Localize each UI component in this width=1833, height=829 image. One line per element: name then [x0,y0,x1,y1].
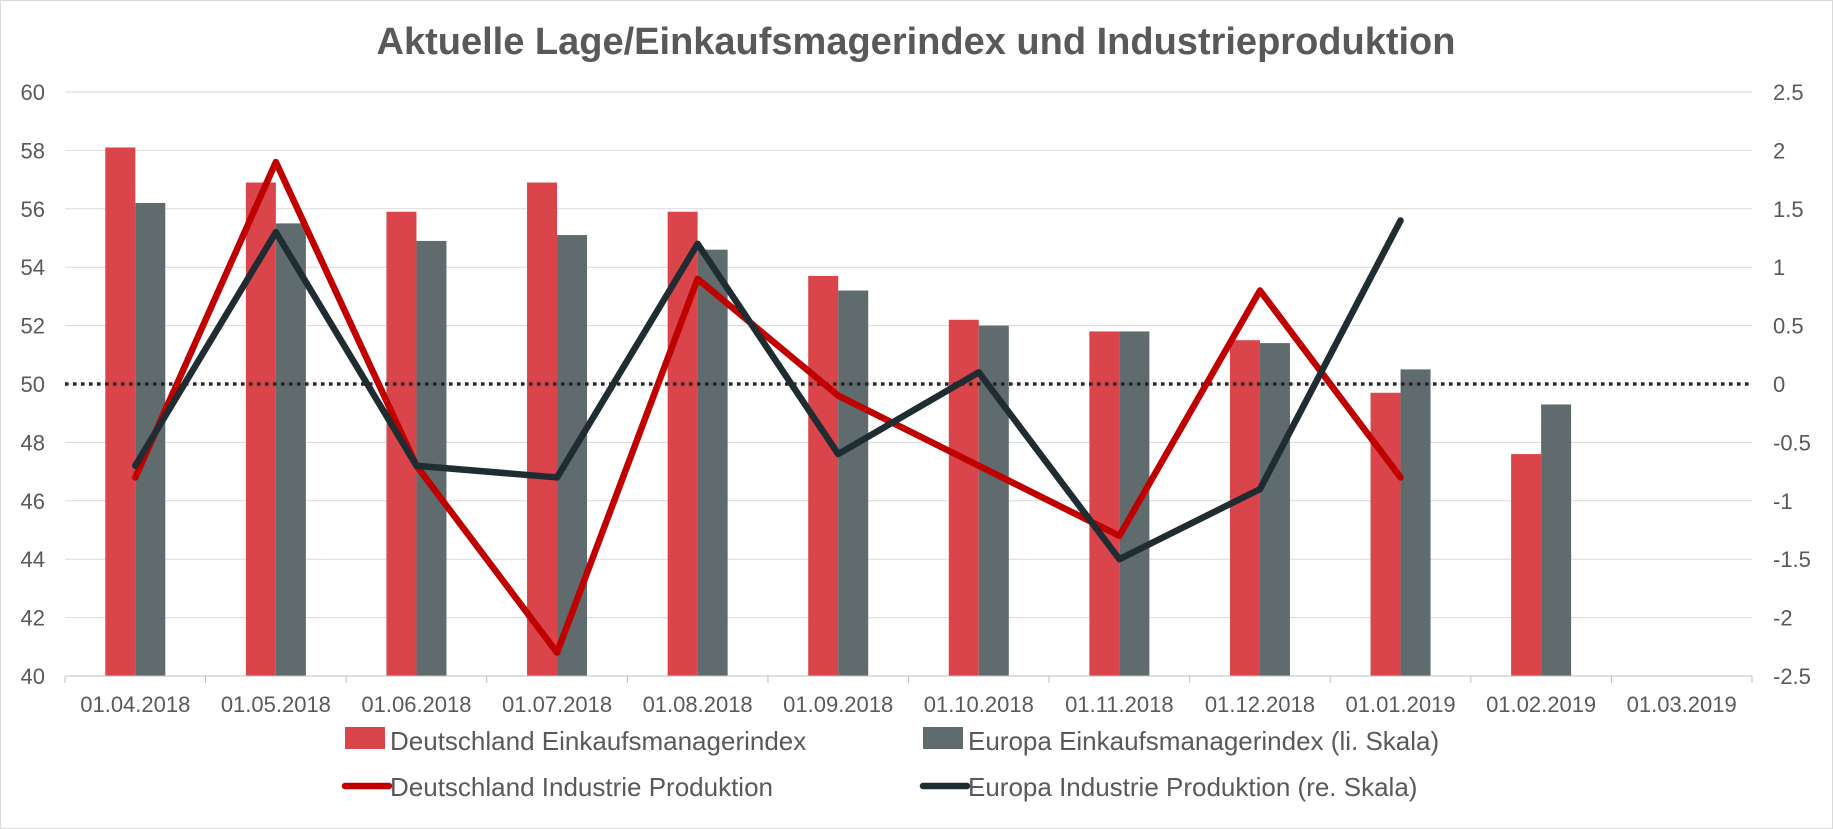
bar [105,147,136,677]
legend-label: Europa Industrie Produktion (re. Skala) [968,772,1417,802]
x-tick-label: 01.08.2018 [643,692,753,717]
x-tick-label: 01.06.2018 [361,692,471,717]
bar [1370,392,1401,676]
y-left-tick-label: 50 [21,372,45,397]
legend-swatch [923,727,963,749]
bar [838,290,869,676]
y-right-tick-label: -2 [1773,606,1793,631]
x-tick-label: 01.07.2018 [502,692,612,717]
x-tick-label: 01.03.2019 [1627,692,1737,717]
y-right-tick-label: -0.5 [1773,430,1811,455]
y-right-tick-label: 0.5 [1773,314,1804,339]
bar [275,223,306,676]
x-tick-label: 01.11.2018 [1065,692,1173,717]
y-left-tick-label: 46 [21,489,45,514]
y-right-tick-label: -1.5 [1773,547,1811,572]
y-left-tick-label: 60 [21,80,45,105]
y-right-tick-label: 2 [1773,138,1785,163]
y-left-tick-label: 54 [21,255,45,280]
y-right-tick-label: 2.5 [1773,80,1804,105]
x-tick-label: 01.10.2018 [924,692,1034,717]
legend-label: Europa Einkaufsmanagerindex (li. Skala) [968,726,1439,756]
y-right-tick-label: -2.5 [1773,664,1811,689]
x-tick-label: 01.09.2018 [783,692,893,717]
y-right-tick-label: 1.5 [1773,197,1804,222]
y-left-tick-label: 40 [21,664,45,689]
bar [1089,331,1120,676]
axes: 40 42 44 46 48 50 52 54 56 58 60 -2.5 -2 -1.5 -1 -0.5 0 0… [21,80,1811,717]
legend-label: Deutschland Industrie Produktion [390,772,773,802]
bar [245,182,276,676]
x-tick-label: 01.12.2018 [1205,692,1315,717]
y-right-tick-label: 1 [1773,255,1785,280]
series-line [132,158,1404,656]
y-left-tick-label: 56 [21,197,45,222]
bar [1229,340,1260,676]
y-left-tick-label: 44 [21,547,45,572]
y-left-tick-label: 52 [21,314,45,339]
lines [132,158,1404,656]
legend: Deutschland Einkaufsmanagerindex Europa E… [341,726,1439,802]
x-tick-label: 01.02.2019 [1486,692,1596,717]
series-line [132,217,1404,563]
bar [697,249,728,676]
chart-title: Aktuelle Lage/Einkaufsmagerindex und Ind… [377,21,1456,63]
x-tick-label: 01.01.2019 [1345,692,1455,717]
y-right-tick-label: 0 [1773,372,1785,397]
bars [105,147,1572,677]
bar [808,275,839,676]
x-tick-label: 01.04.2018 [80,692,190,717]
x-tick-label: 01.05.2018 [221,692,331,717]
y-left-tick-label: 42 [21,606,45,631]
bar [1400,369,1431,676]
legend-label: Deutschland Einkaufsmanagerindex [390,726,806,756]
bar [1511,454,1542,676]
legend-swatch [345,727,385,749]
bar [1259,343,1290,676]
y-right-tick-label: -1 [1773,489,1793,514]
bar [416,240,447,677]
bar [527,182,558,676]
y-left-tick-label: 58 [21,138,45,163]
y-left-tick-label: 48 [21,430,45,455]
bar [1541,404,1572,676]
